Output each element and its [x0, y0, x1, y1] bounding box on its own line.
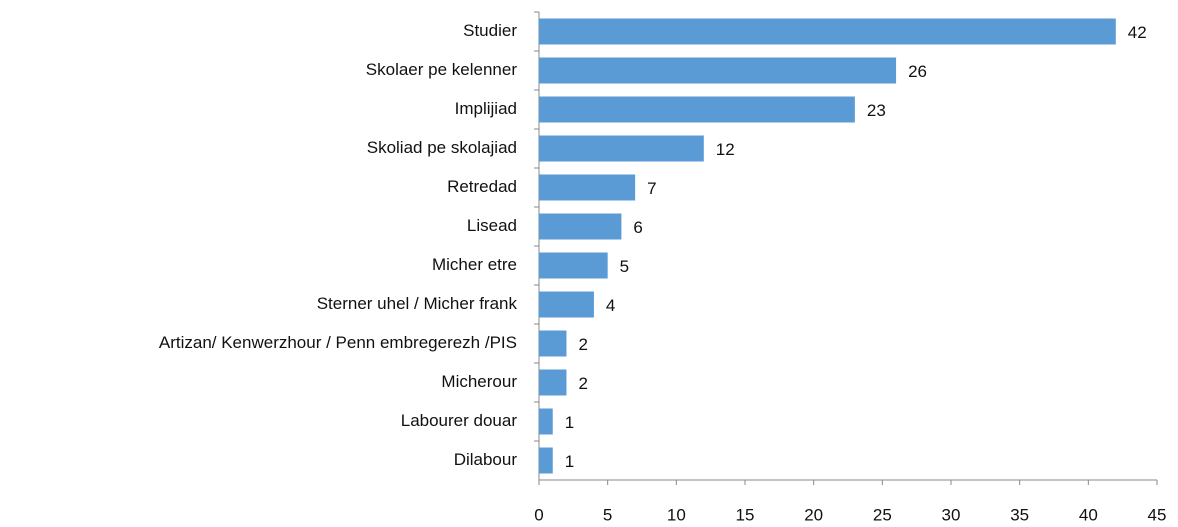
- y-tick-label: Studier: [463, 21, 517, 40]
- data-label: 42: [1128, 23, 1147, 42]
- x-tick-label: 35: [1010, 505, 1029, 524]
- bar: [539, 96, 855, 123]
- bar: [539, 252, 608, 279]
- data-label: 1: [565, 452, 574, 471]
- bar: [539, 408, 553, 435]
- data-label: 26: [908, 62, 927, 81]
- data-label: 6: [633, 218, 642, 237]
- bar: [539, 330, 567, 357]
- x-tick-label: 45: [1148, 505, 1167, 524]
- y-tick-label: Skoliad pe skolajiad: [367, 138, 517, 157]
- y-tick-label: Labourer douar: [401, 411, 518, 430]
- y-tick-label: Dilabour: [454, 450, 518, 469]
- y-tick-label: Micherour: [441, 372, 517, 391]
- y-tick-label: Lisead: [467, 216, 517, 235]
- x-tick-label: 20: [804, 505, 823, 524]
- y-tick-label: Implijiad: [455, 99, 517, 118]
- x-tick-label: 5: [603, 505, 612, 524]
- data-label: 1: [565, 413, 574, 432]
- bar: [539, 291, 594, 318]
- x-tick-label: 25: [873, 505, 892, 524]
- bar: [539, 18, 1116, 45]
- y-tick-label: Sterner uhel / Micher frank: [317, 294, 518, 313]
- data-label: 23: [867, 101, 886, 120]
- y-tick-label: Artizan/ Kenwerzhour / Penn embregerezh …: [159, 333, 517, 352]
- x-tick-label: 10: [667, 505, 686, 524]
- x-tick-label: 30: [942, 505, 961, 524]
- x-tick-label: 0: [534, 505, 543, 524]
- data-label: 5: [620, 257, 629, 276]
- data-label: 2: [578, 335, 587, 354]
- data-label: 12: [716, 140, 735, 159]
- y-tick-label: Skolaer pe kelenner: [366, 60, 518, 79]
- bar: [539, 174, 636, 201]
- data-label: 2: [578, 374, 587, 393]
- x-tick-label: 15: [736, 505, 755, 524]
- bar: [539, 57, 897, 84]
- y-tick-label: Micher etre: [432, 255, 517, 274]
- data-label: 4: [606, 296, 615, 315]
- bar: [539, 369, 567, 396]
- y-tick-label: Retredad: [447, 177, 517, 196]
- bar: [539, 213, 622, 240]
- bar: [539, 135, 704, 162]
- data-label: 7: [647, 179, 656, 198]
- x-tick-label: 40: [1079, 505, 1098, 524]
- bar: [539, 447, 553, 474]
